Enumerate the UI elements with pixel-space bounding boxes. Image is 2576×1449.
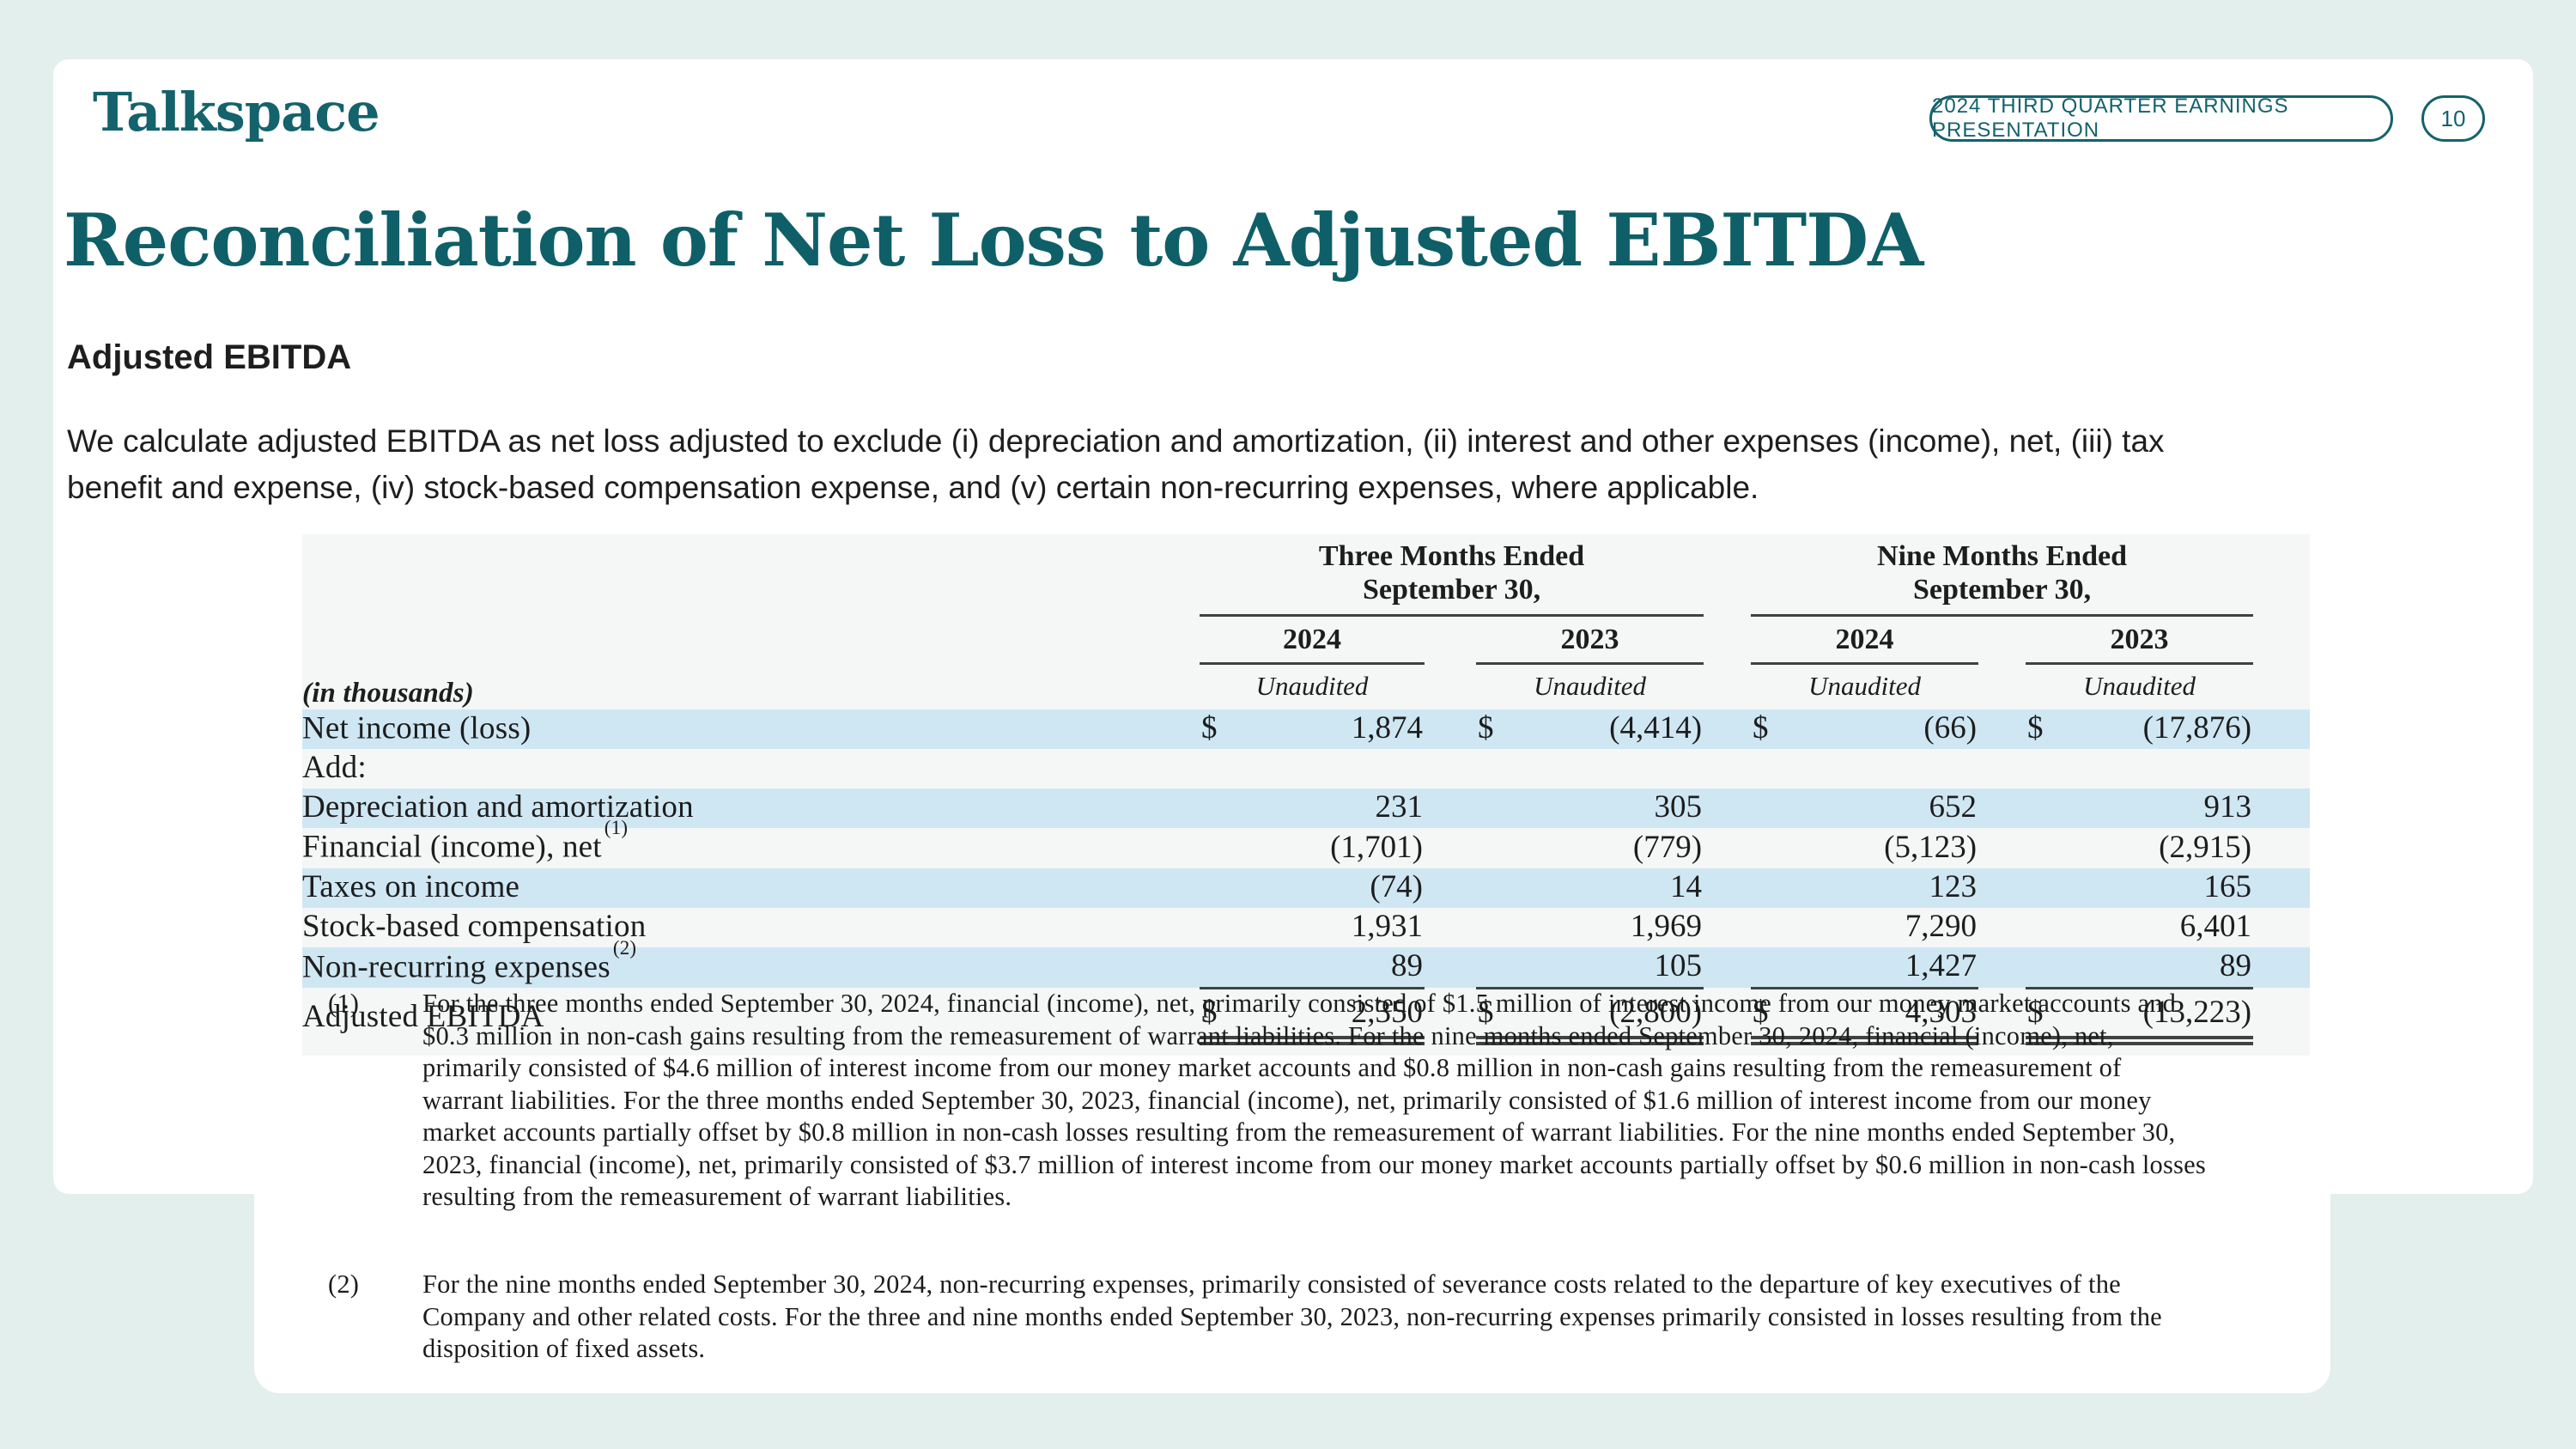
currency-symbol: $	[2027, 710, 2044, 746]
cell-value: (1,701)	[1330, 829, 1423, 865]
page-title: Reconciliation of Net Loss to Adjusted E…	[64, 198, 1923, 283]
page-number-badge: 10	[2421, 95, 2485, 142]
cell-value: 105	[1654, 947, 1703, 983]
table-row-net-income-loss: Net income (loss) $1,874 $ (4,414) $ (66) …	[302, 709, 2311, 750]
footnote-1: (1) For the three months ended September…	[328, 988, 2208, 1214]
unaudited-col-3: Unaudited	[1808, 671, 1921, 701]
year-col-4: 2023	[2026, 615, 2254, 665]
year-col-2: 2023	[1476, 615, 1704, 665]
cell-value: 89	[2220, 947, 2252, 983]
row-label: Depreciation and amortization	[302, 789, 694, 825]
footnote-1-marker: (1)	[328, 989, 360, 1018]
cell-value: 4,303	[1905, 994, 1978, 1030]
cell-value: (2,800)	[1609, 994, 1703, 1030]
table-year-row: 2024 2023 2024 2023	[302, 615, 2310, 665]
page-number: 10	[2440, 105, 2466, 131]
row-footnote-ref: (2)	[612, 936, 637, 959]
cell-value: 2,350	[1351, 994, 1423, 1030]
intro-line-2: benefit and expense, (iv) stock-based co…	[67, 470, 1759, 505]
cell-value: 7,290	[1905, 908, 1978, 944]
unaudited-col-1: Unaudited	[1255, 671, 1369, 701]
cell-value: (74)	[1370, 868, 1423, 904]
table-row-non-recurring-expenses: Non-recurring expenses(2) 89 105 1,427 8…	[302, 937, 2311, 989]
talkspace-logo: Talkspace	[93, 81, 380, 143]
cell-value: 165	[2203, 868, 2252, 904]
cell-value: 1,874	[1351, 710, 1423, 746]
group-three-months-line2: September 30,	[1362, 574, 1541, 606]
currency-symbol: $	[2027, 994, 2044, 1030]
cell-value: 913	[2203, 789, 2252, 825]
currency-symbol: $	[1478, 710, 1494, 746]
row-label: Net income (loss)	[302, 710, 532, 746]
row-label: Stock-based compensation	[302, 908, 647, 944]
cell-value: 6,401	[2179, 908, 2252, 944]
cell-value: (5,123)	[1884, 829, 1978, 865]
table-unaudited-row: (in thousands) Unaudited Unaudited Unaud…	[302, 664, 2310, 710]
intro-line-1: We calculate adjusted EBITDA as net loss…	[67, 423, 2165, 459]
group-three-months: Three Months Ended September 30,	[1200, 539, 1704, 617]
table-row-add: Add:	[302, 749, 2310, 788]
reconciliation-table-wrap: Three Months Ended September 30, Nine Mo…	[302, 534, 2311, 1056]
cell-value: 231	[1375, 789, 1424, 825]
row-label: Non-recurring expenses	[302, 949, 611, 985]
intro-paragraph: We calculate adjusted EBITDA as net loss…	[67, 418, 2165, 511]
year-col-3: 2024	[1751, 615, 1979, 665]
cell-value: 652	[1929, 789, 1978, 825]
table-row-depreciation-amortization: Depreciation and amortization 231 305 65…	[302, 788, 2311, 829]
table-row-stock-based-compensation: Stock-based compensation 1,931 1,969 7,2…	[302, 908, 2310, 947]
units-label: (in thousands)	[302, 678, 474, 709]
currency-symbol: $	[1201, 994, 1218, 1030]
cell-value: 14	[1670, 868, 1703, 904]
section-subtitle: Adjusted EBITDA	[67, 338, 352, 376]
row-label: Taxes on income	[302, 868, 520, 904]
footnote-2-marker: (2)	[328, 1269, 360, 1299]
year-col-1: 2024	[1200, 615, 1425, 665]
row-label: Adjusted EBITDA	[302, 999, 544, 1035]
footnote-2-text: For the nine months ended September 30, …	[422, 1269, 2162, 1363]
row-label: Add:	[302, 750, 367, 786]
presentation-badge: 2024 THIRD QUARTER EARNINGS PRESENTATION	[1929, 94, 2393, 142]
cell-value: 1,931	[1351, 908, 1423, 944]
table-group-header-row: Three Months Ended September 30, Nine Mo…	[302, 539, 2310, 617]
presentation-badge-label: 2024 THIRD QUARTER EARNINGS PRESENTATION	[1932, 94, 2289, 142]
group-three-months-line1: Three Months Ended	[1318, 540, 1585, 572]
table-row-adjusted-ebitda: Adjusted EBITDA $2,350 $ (2,800) $4,303 $…	[302, 988, 2310, 1045]
currency-symbol: $	[1201, 710, 1218, 746]
group-nine-months: Nine Months Ended September 30,	[1751, 539, 2254, 617]
group-nine-months-line2: September 30,	[1912, 574, 2092, 606]
currency-symbol: $	[1753, 710, 1769, 746]
cell-value: (17,876)	[2142, 710, 2252, 746]
cell-value: (13,223)	[2142, 994, 2252, 1030]
footnote-1-text: For the three months ended September 30,…	[422, 989, 2206, 1211]
row-footnote-ref: (1)	[604, 817, 629, 839]
cell-value: 305	[1654, 789, 1703, 825]
cell-value: (2,915)	[2159, 829, 2252, 865]
unaudited-col-4: Unaudited	[2083, 671, 2196, 701]
group-nine-months-line1: Nine Months Ended	[1877, 540, 2128, 572]
unaudited-col-2: Unaudited	[1534, 671, 1646, 701]
cell-value: 1,427	[1905, 947, 1978, 983]
table-row-taxes-on-income: Taxes on income (74) 14 123 165	[302, 868, 2311, 908]
currency-symbol: $	[1478, 994, 1494, 1030]
currency-symbol: $	[1753, 994, 1769, 1030]
row-label: Financial (income), net	[302, 829, 602, 865]
cell-value: 89	[1391, 947, 1423, 983]
table-row-financial-income-net: Financial (income), net(1) (1,701) (779)…	[302, 817, 2310, 868]
cell-value: 1,969	[1630, 908, 1703, 944]
cell-value: (4,414)	[1609, 710, 1703, 746]
cell-value: (779)	[1632, 829, 1703, 865]
cell-value: 123	[1929, 868, 1978, 904]
reconciliation-table: Three Months Ended September 30, Nine Mo…	[302, 539, 2311, 1045]
footnote-2: (2) For the nine months ended September …	[328, 1269, 2208, 1366]
cell-value: (66)	[1923, 710, 1978, 746]
